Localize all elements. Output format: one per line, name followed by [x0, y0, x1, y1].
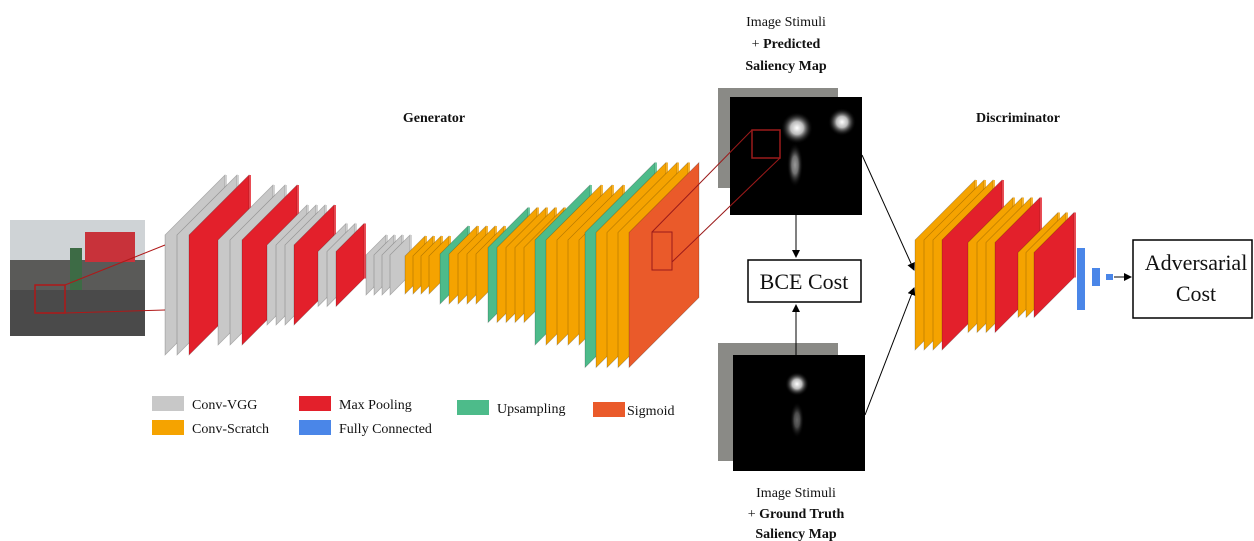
input-image — [10, 220, 165, 336]
legend-label: Fully Connected — [339, 422, 432, 437]
legend-swatch — [299, 396, 331, 411]
caption-line: + Predicted — [752, 37, 821, 52]
legend-label: Upsampling — [497, 402, 565, 417]
arrow — [865, 288, 914, 415]
layer-face — [1074, 213, 1076, 278]
layers — [165, 163, 1113, 368]
legend-label: Conv-Scratch — [192, 422, 269, 437]
fc-layer — [1092, 268, 1100, 286]
arrow — [862, 155, 914, 270]
adversarial-label: Adversarial — [1145, 250, 1248, 275]
caption-bold: Ground Truth — [759, 507, 844, 522]
caption-plus: + — [752, 37, 760, 52]
discriminator-title: Discriminator — [976, 111, 1060, 126]
caption-bold: Predicted — [763, 37, 820, 52]
caption-line: Image Stimuli — [756, 486, 836, 501]
adversarial-label: Cost — [1176, 281, 1216, 306]
legend-label: Max Pooling — [339, 398, 412, 413]
generator-title: Generator — [403, 111, 465, 126]
caption-line: Image Stimuli — [746, 15, 826, 30]
caption-line: Saliency Map — [745, 59, 826, 74]
caption-line: + Ground Truth — [748, 507, 845, 522]
caption-line: Saliency Map — [755, 527, 836, 541]
legend-swatch — [299, 420, 331, 435]
caption-plus: + — [748, 507, 756, 522]
legend: Conv-VGG Conv-Scratch Max Pooling Fully Con… — [152, 396, 674, 437]
legend-swatch — [457, 400, 489, 415]
ground-truth-map — [718, 343, 865, 471]
legend-swatch — [152, 420, 184, 435]
fc-layer — [1077, 248, 1085, 310]
legend-label: Sigmoid — [627, 404, 674, 419]
legend-swatch — [593, 402, 625, 417]
legend-swatch — [152, 396, 184, 411]
fc-layer — [1106, 274, 1113, 280]
bce-label: BCE Cost — [760, 269, 849, 294]
legend-label: Conv-VGG — [192, 398, 257, 413]
diagram: Generator Discriminator Image Stimuli + … — [0, 0, 1254, 541]
